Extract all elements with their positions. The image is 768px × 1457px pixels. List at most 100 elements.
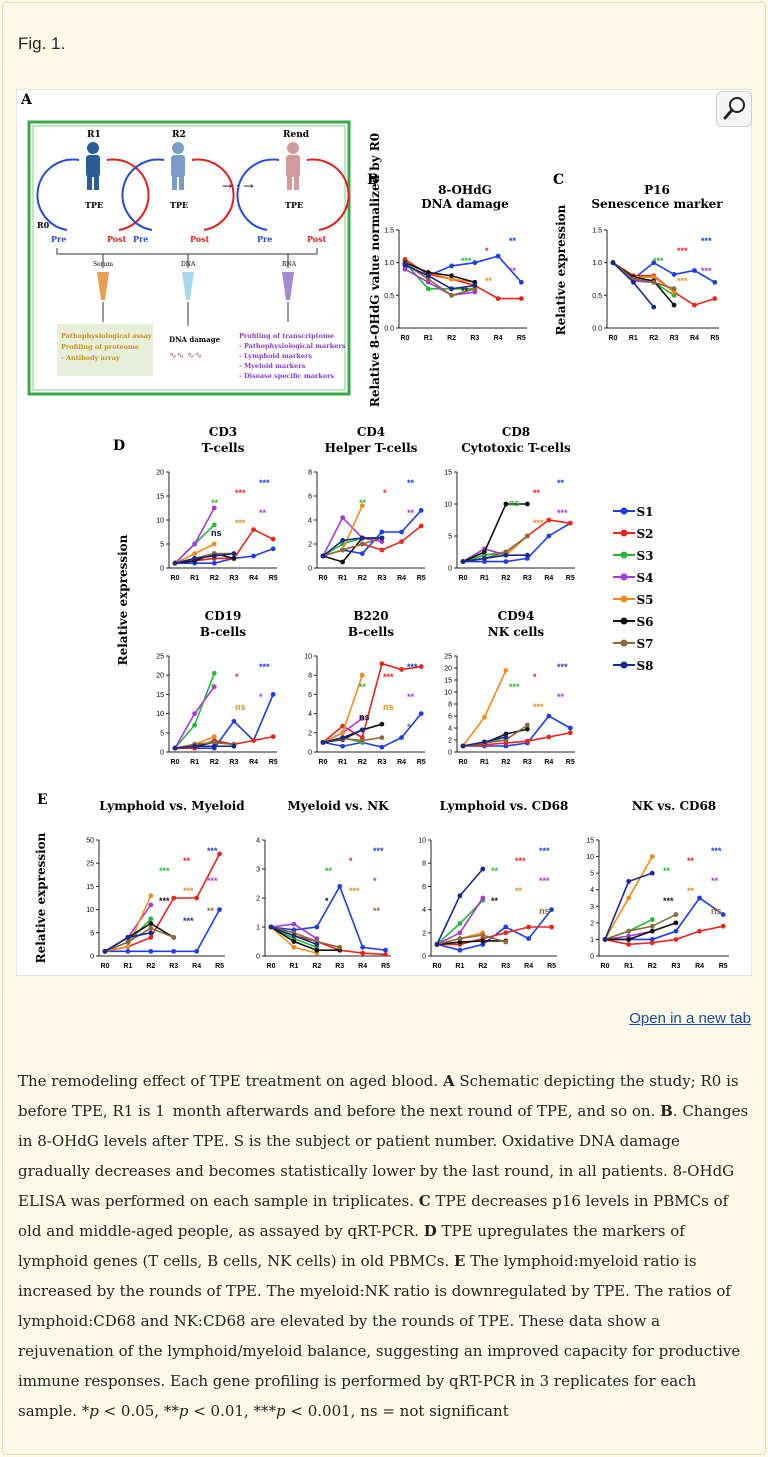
chart-d-5-xtick-label: R4 [544, 759, 553, 766]
chart-e-0-xtick-label: R5 [215, 963, 224, 970]
open-in-new-tab-link[interactable]: Open in a new tab [629, 1010, 751, 1027]
chart-e-0-ytick-label: 25 [86, 861, 94, 868]
chart-e-1-point-S2 [383, 952, 388, 957]
chart-d-3-ytick-label: 0 [160, 750, 164, 757]
chart-b-point-S3 [425, 286, 431, 292]
chart-e-1-xtick-label: R2 [312, 963, 321, 970]
chart-b-annotation: * [485, 246, 489, 256]
chart-d-3-point-S3 [211, 670, 217, 676]
chart-d-2-xtick-label: R0 [459, 575, 468, 582]
chart-e-0-annotation: *** [159, 896, 170, 906]
dna-label: DNA [181, 261, 196, 268]
tpe-label-1: TPE [85, 200, 103, 210]
dna-tube-icon [182, 272, 194, 300]
chart-d-4-point-S2 [399, 667, 404, 672]
chart-b-series-S6 [404, 261, 476, 284]
chart-d-1-point-S1 [359, 551, 365, 556]
zoom-button[interactable] [716, 91, 752, 127]
chart-c-point-S5 [651, 274, 657, 280]
chart-e-title-2: Lymphoid vs. CD68 [440, 799, 569, 813]
chart-d-0-ytick-label: 15 [156, 494, 164, 501]
chart-e-2-point-S7 [457, 936, 463, 941]
chart-d-2-point-S2 [546, 517, 552, 523]
chart-d-0-xtick-label: R4 [249, 575, 258, 582]
chart-d-3-ytick-label: 15 [156, 692, 164, 699]
chart-e-2-point-S2 [549, 924, 554, 930]
chart-d-5-ytick-label: 0 [448, 750, 452, 757]
chart-d-5-ytick-label: 8 [448, 702, 452, 709]
chart-d-1-xtick-label: R3 [377, 575, 386, 582]
chart-e-3-point-S8 [626, 879, 632, 884]
chart-d-3-ytick-label: 5 [160, 730, 164, 737]
chart-d-5-ytick-label: 10 [444, 690, 452, 697]
chart-d-3-annotation: ns [235, 702, 246, 712]
chart-e-3-xtick-label: R5 [719, 963, 728, 970]
chart-e-2-annotation: ** [491, 896, 499, 906]
chart-d-3-point-S8 [231, 743, 237, 749]
legend-label-S2: S2 [636, 527, 653, 541]
chart-d-5-ytick-label: 2 [448, 738, 452, 745]
chart-d-3-xtick-label: R5 [269, 759, 278, 766]
svg-text:Post: Post [107, 234, 127, 244]
chart-d-1-point-S6 [340, 559, 346, 565]
chart-d-3-point-S8 [211, 743, 217, 749]
chart-d-1-point-S8 [320, 553, 326, 559]
figure-image[interactable]: A R1 R2 Re [16, 89, 752, 976]
svg-text:Post: Post [190, 234, 210, 244]
chart-e-0-ytick-label: 50 [86, 838, 94, 845]
chart-b-point-S6 [449, 273, 454, 279]
chart-d-title-4: B220 [353, 609, 388, 623]
chart-e-0-point-S8 [102, 948, 108, 954]
chart-d-0-point-S1 [270, 546, 276, 552]
legend-marker-S7 [620, 639, 628, 647]
dna-damage-label: DNA damage [169, 335, 221, 344]
r0-label: R0 [37, 220, 50, 230]
chart-d-0-point-S8 [192, 556, 198, 561]
chart-b-point-S2 [518, 296, 524, 301]
chart-e-1-xtick-label: R1 [289, 963, 298, 970]
chart-e-2-series-S2 [437, 926, 552, 946]
chart-d-0-annotation: *** [235, 518, 246, 528]
chart-d-4-point-S4 [359, 716, 365, 721]
svg-text:- Myeloid markers: - Myeloid markers [239, 362, 306, 370]
legend-label-S7: S7 [636, 637, 653, 651]
chart-d-5-xtick-label: R0 [459, 759, 468, 766]
chart-e-2-series-S6 [436, 940, 506, 946]
chart-d-5-point-S5 [503, 668, 509, 673]
svg-text:- Antibody array: - Antibody array [61, 354, 120, 362]
chart-d-5-annotation: *** [557, 662, 568, 672]
proteome-box [57, 324, 153, 376]
chart-d-1-point-S2 [399, 539, 404, 544]
chart-d-4-ytick-label: 6 [308, 692, 312, 699]
chart-d-1-annotation: * [383, 488, 387, 498]
chart-e-3-ytick-label: 1 [590, 937, 594, 944]
chart-d-3-annotation: * [235, 672, 239, 682]
chart-e-2-annotation: *** [539, 846, 550, 856]
chart-d-1-point-S2 [379, 547, 385, 553]
chart-d-4-point-S2 [418, 664, 424, 669]
chart-c-plot: 0.0 0.5 1.0 1.5 R0 R1 R2 R3 R4 R5 *** *** *** *** *** [592, 228, 719, 343]
chart-e-0-point-S8 [148, 930, 154, 936]
chart-d-2-point-S8 [524, 552, 530, 558]
chart-e-0-annotation: *** [159, 866, 170, 876]
chart-e-3-point-S1 [673, 928, 679, 934]
chart-e-0-point-S1 [171, 948, 177, 954]
chart-e-3-xtick-label: R1 [624, 963, 633, 970]
chart-c-point-S2 [712, 296, 718, 301]
chart-e-1-ytick-label: 0 [256, 954, 260, 961]
chart-e-1-point-S1 [360, 944, 366, 950]
chart-d-3-xtick-label: R1 [190, 759, 199, 766]
chart-d-3-ytick-label: 25 [156, 654, 164, 661]
chart-d-3-xtick-label: R3 [229, 759, 238, 766]
chart-d-5-series-S7 [462, 724, 528, 747]
chart-c-annotation: *** [677, 246, 688, 256]
chart-c-series-S7 [612, 262, 675, 290]
chart-e-3-point-S5 [649, 854, 655, 859]
chart-d-0-xtick-label: R3 [229, 575, 238, 582]
panel-label-c: C [553, 172, 564, 188]
chart-b-xtick-label: R0 [401, 335, 410, 342]
